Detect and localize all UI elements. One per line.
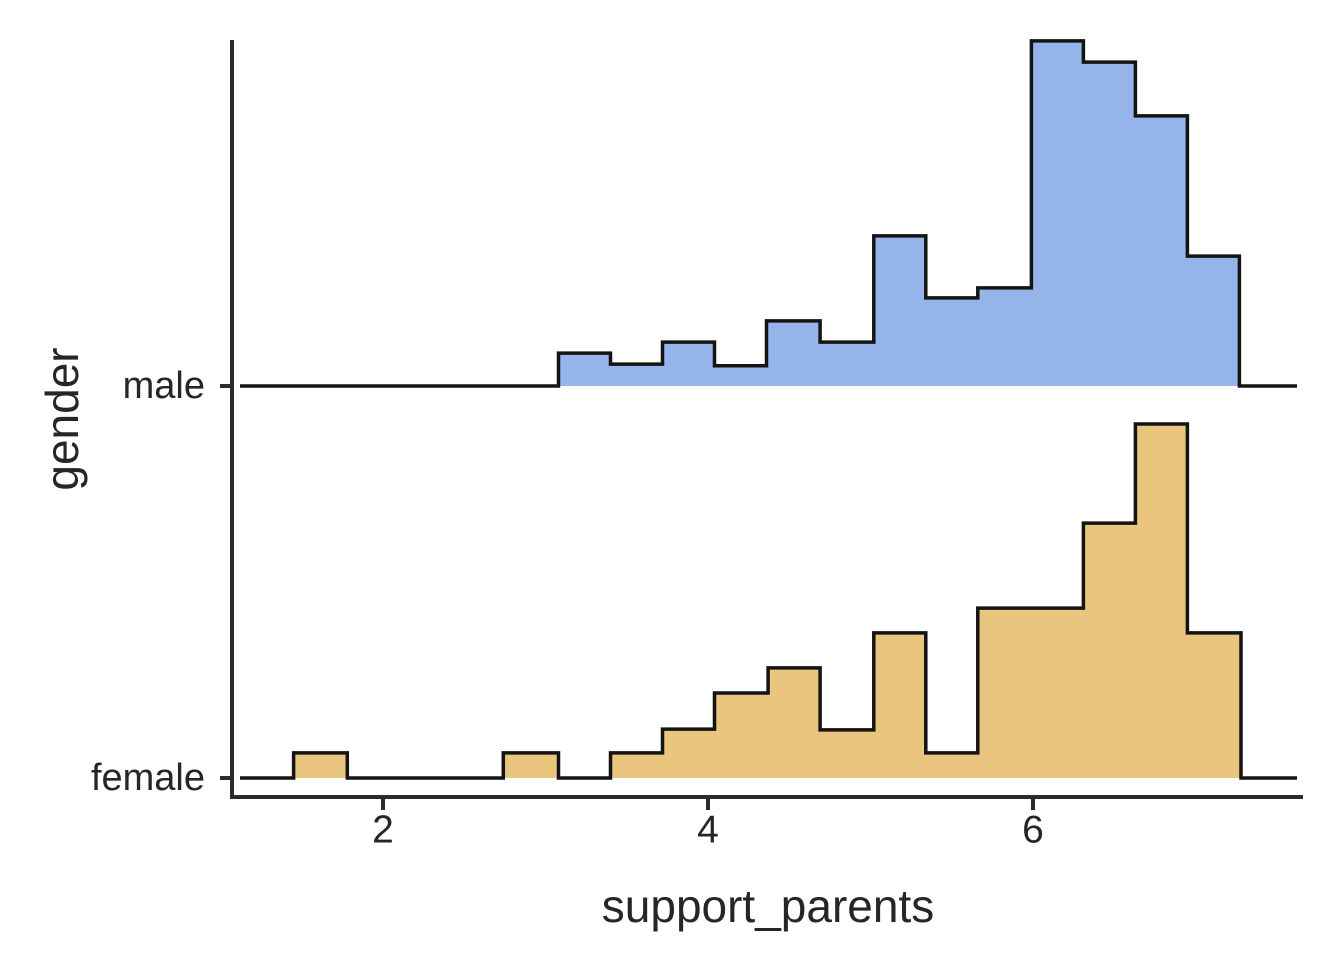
x-axis-title: support_parents	[601, 880, 935, 932]
y-tick-label-female: female	[90, 757, 205, 799]
y-axis-title: gender	[36, 347, 88, 491]
x-tick-label-4: 4	[697, 808, 719, 852]
x-tick-label-6: 6	[1022, 808, 1044, 852]
ridge-histogram-female	[240, 422, 1297, 780]
y-tick-label-male: male	[122, 365, 205, 407]
ridge-histogram-male	[240, 39, 1297, 388]
x-tick-label-2: 2	[372, 808, 394, 852]
